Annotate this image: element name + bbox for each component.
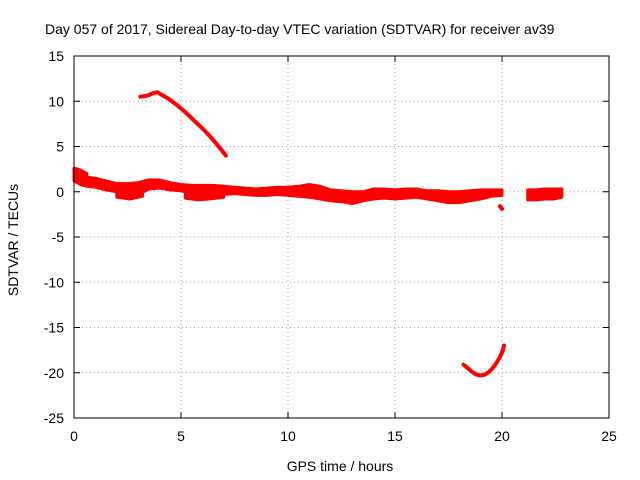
x-tick-label: 0 [70,428,78,444]
y-axis-label: SDTVAR / TECUs [5,184,21,296]
series-band-dip [183,191,226,202]
y-tick-label: -10 [44,274,64,290]
y-tick-label: -5 [52,229,65,245]
series-arc-low [461,343,507,378]
x-tick-label: 5 [177,428,185,444]
series-band-late [526,187,564,202]
y-tick-label: -15 [44,320,64,336]
grid-lines [74,56,609,418]
series-band-dip2 [115,190,144,201]
x-tick-label: 15 [387,428,403,444]
y-tick-label: -25 [44,410,64,426]
x-tick-label: 10 [280,428,296,444]
series-arc-high [138,90,228,158]
y-tick-label: 0 [56,184,64,200]
y-tick-label: 5 [56,139,64,155]
axis-ticks: 0 5 10 15 20 25 -25 -20 -15 -10 -5 0 5 10 15 [44,48,617,444]
y-tick-label: 15 [48,48,64,64]
x-tick-label: 25 [601,428,617,444]
data-points [72,90,564,378]
y-tick-label: 10 [48,93,64,109]
series-band-main [72,174,504,205]
x-tick-label: 20 [494,428,510,444]
x-axis-label: GPS time / hours [287,458,394,474]
y-tick-label: -20 [44,365,64,381]
series-fragment [497,204,504,211]
chart-title: Day 057 of 2017, Sidereal Day-to-day VTE… [45,21,555,37]
